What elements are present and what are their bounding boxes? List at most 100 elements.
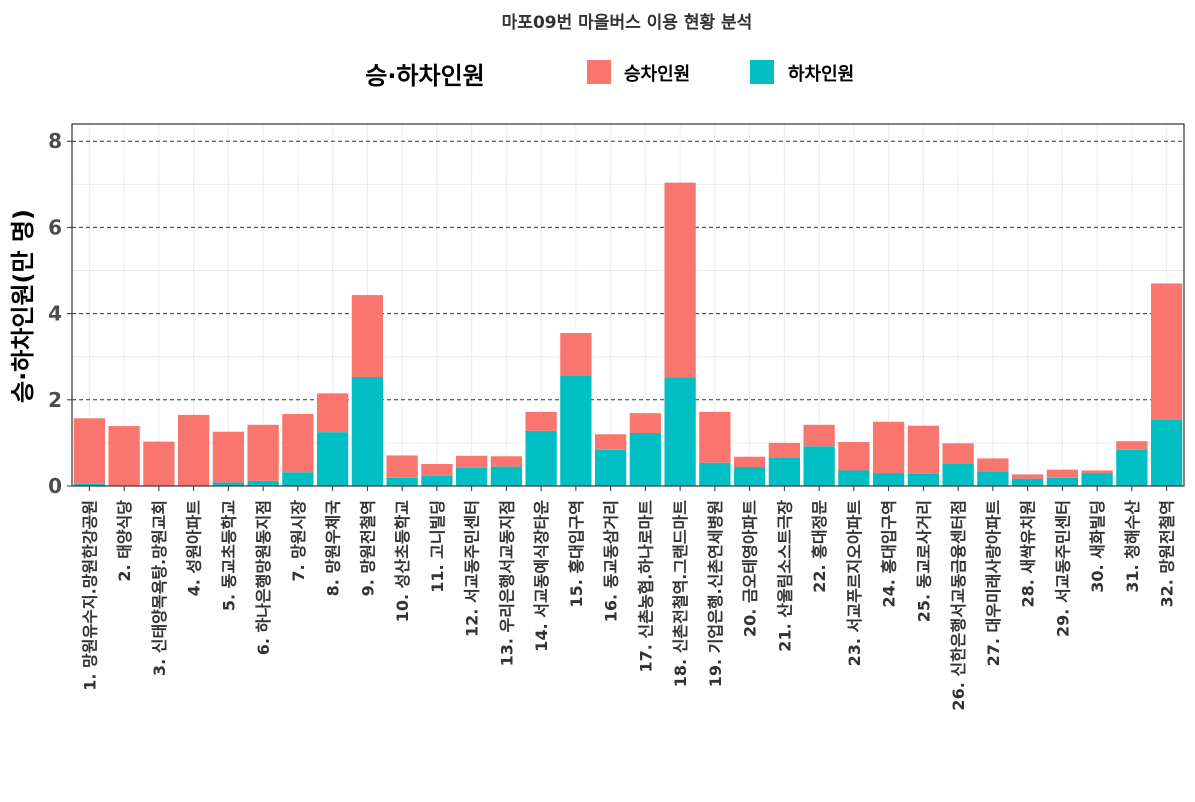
x-tick-label: 26. 신한은행서교동금융센터점 — [949, 500, 968, 711]
bar-boarding — [455, 455, 488, 468]
y-tick-label: 0 — [48, 474, 62, 498]
bar-alighting — [803, 446, 835, 486]
bar-boarding — [351, 295, 384, 377]
bar-boarding — [282, 414, 314, 473]
x-tick-label: 14. 서교동예식장타운 — [532, 500, 551, 652]
legend-label-boarding: 승차인원 — [624, 64, 690, 85]
x-tick-label: 31. 청해수산 — [1123, 500, 1142, 593]
bar-alighting — [455, 467, 488, 486]
bar-alighting — [421, 475, 453, 486]
bar-boarding — [977, 458, 1009, 472]
x-tick-label: 20. 금오테영아파트 — [741, 500, 760, 637]
legend-label-alighting: 하차인원 — [788, 64, 854, 85]
bar-alighting — [560, 375, 592, 486]
y-tick-label: 2 — [48, 388, 62, 412]
bar-boarding — [212, 431, 245, 483]
legend: 승·하차인원 승차인원 하차인원 — [365, 60, 854, 90]
bar-boarding — [838, 442, 870, 471]
bar-boarding — [907, 425, 940, 474]
x-tick-label: 24. 홍대입구역 — [880, 500, 899, 608]
bar-boarding — [1011, 474, 1044, 479]
x-tick-label: 5. 동교초등학교 — [219, 500, 238, 611]
bar-alighting — [1150, 419, 1183, 486]
bar-boarding — [1081, 470, 1113, 474]
bar-alighting — [838, 470, 870, 486]
bar-alighting — [386, 477, 418, 486]
y-tick-label: 6 — [48, 215, 62, 239]
x-tick-label: 12. 서교동주민센터 — [463, 500, 482, 637]
bar-boarding — [629, 413, 662, 433]
bar-boarding — [73, 418, 106, 484]
bar-boarding — [768, 442, 801, 458]
bar-alighting — [490, 466, 523, 486]
bar-boarding — [421, 464, 453, 476]
x-tick-label: 16. 동교동삼거리 — [602, 500, 621, 622]
bar-alighting — [351, 376, 384, 486]
x-tick-label: 32. 망원전철역 — [1158, 500, 1177, 608]
x-tick-label: 1. 망원유수지.망원한강공원 — [80, 500, 99, 691]
x-tick-label: 11. 고니빌딩 — [428, 500, 447, 593]
bar-boarding — [594, 434, 627, 450]
bar-alighting — [316, 432, 349, 486]
x-tick-label: 29. 서교동주민센터 — [1053, 500, 1072, 637]
x-tick-label: 13. 우리은행서교동지점 — [497, 500, 516, 666]
x-tick-label: 28. 새싹유치원 — [1019, 500, 1038, 608]
y-tick-label: 8 — [48, 129, 62, 153]
y-tick-label: 4 — [48, 302, 62, 326]
bar-boarding — [108, 426, 140, 486]
bar-boarding — [490, 456, 523, 467]
legend-title: 승·하차인원 — [365, 62, 485, 90]
bar-boarding — [664, 182, 696, 378]
bar-alighting — [1046, 477, 1079, 486]
bar-alighting — [664, 377, 696, 486]
bar-alighting — [699, 462, 731, 486]
bar-alighting — [733, 467, 766, 486]
bar-boarding — [316, 393, 349, 433]
x-tick-label: 9. 망원전철역 — [358, 500, 377, 596]
bar-alighting — [1011, 478, 1044, 486]
x-tick-label: 22. 홍대정문 — [810, 500, 829, 593]
x-tick-label: 15. 홍대입구역 — [567, 500, 586, 608]
x-tick-label: 3. 신태양목욕탕.망원교회 — [150, 500, 169, 676]
legend-swatch-alighting — [750, 60, 774, 84]
x-tick-label: 21. 산울림소스트극장 — [775, 500, 794, 652]
bar-alighting — [942, 464, 974, 486]
bar-alighting — [629, 432, 662, 486]
chart-title: 마포09번 마을버스 이용 현황 분석 — [502, 13, 753, 33]
bar-boarding — [733, 456, 766, 468]
bar-boarding — [386, 455, 418, 478]
legend-swatch-boarding — [587, 60, 611, 84]
bar-alighting — [525, 430, 557, 486]
bar-boarding — [247, 424, 279, 481]
plot-border — [71, 123, 1185, 487]
bar-alighting — [73, 483, 106, 486]
plot-area: 0 2 4 6 8 1. 망원유수지.망원한강공원 2. 태양식당 3. 신태양목욕탕.망원교… — [48, 123, 1185, 711]
bar-alighting — [768, 457, 801, 486]
x-tick-label: 2. 태양식당 — [115, 500, 134, 582]
bar-alighting — [594, 449, 627, 486]
bar-alighting — [1116, 449, 1148, 486]
y-axis-label: 승·하차인원(만 명) — [9, 209, 37, 403]
bar-alighting — [872, 473, 905, 486]
bar-alighting — [977, 471, 1009, 486]
x-tick-label: 18. 신촌전철역.그랜드마트 — [671, 500, 690, 687]
bar-boarding — [803, 424, 835, 447]
bar-boarding — [942, 443, 974, 465]
bar-boarding — [177, 414, 210, 486]
x-tick-label: 23. 서교푸르지오아파트 — [845, 500, 864, 667]
bar-boarding — [699, 411, 731, 463]
bar-boarding — [1150, 283, 1183, 420]
x-tick-label: 27. 대우미래사랑아파트 — [984, 500, 1003, 667]
x-tick-label: 4. 성원아파트 — [185, 500, 204, 597]
bar-boarding — [143, 441, 175, 486]
bar-alighting — [212, 482, 245, 486]
bar-alighting — [907, 473, 940, 486]
x-tick-label: 25. 동교로사거리 — [914, 500, 933, 622]
bar-boarding — [1116, 441, 1148, 450]
bar-boarding — [872, 421, 905, 474]
x-tick-label: 7. 망원시장 — [289, 500, 308, 582]
x-tick-label: 6. 하나은행망원동지점 — [254, 500, 273, 655]
x-tick-label: 19. 기업은행.신촌연세병원 — [706, 500, 725, 687]
x-tick-label: 30. 새화빌딩 — [1088, 500, 1107, 593]
